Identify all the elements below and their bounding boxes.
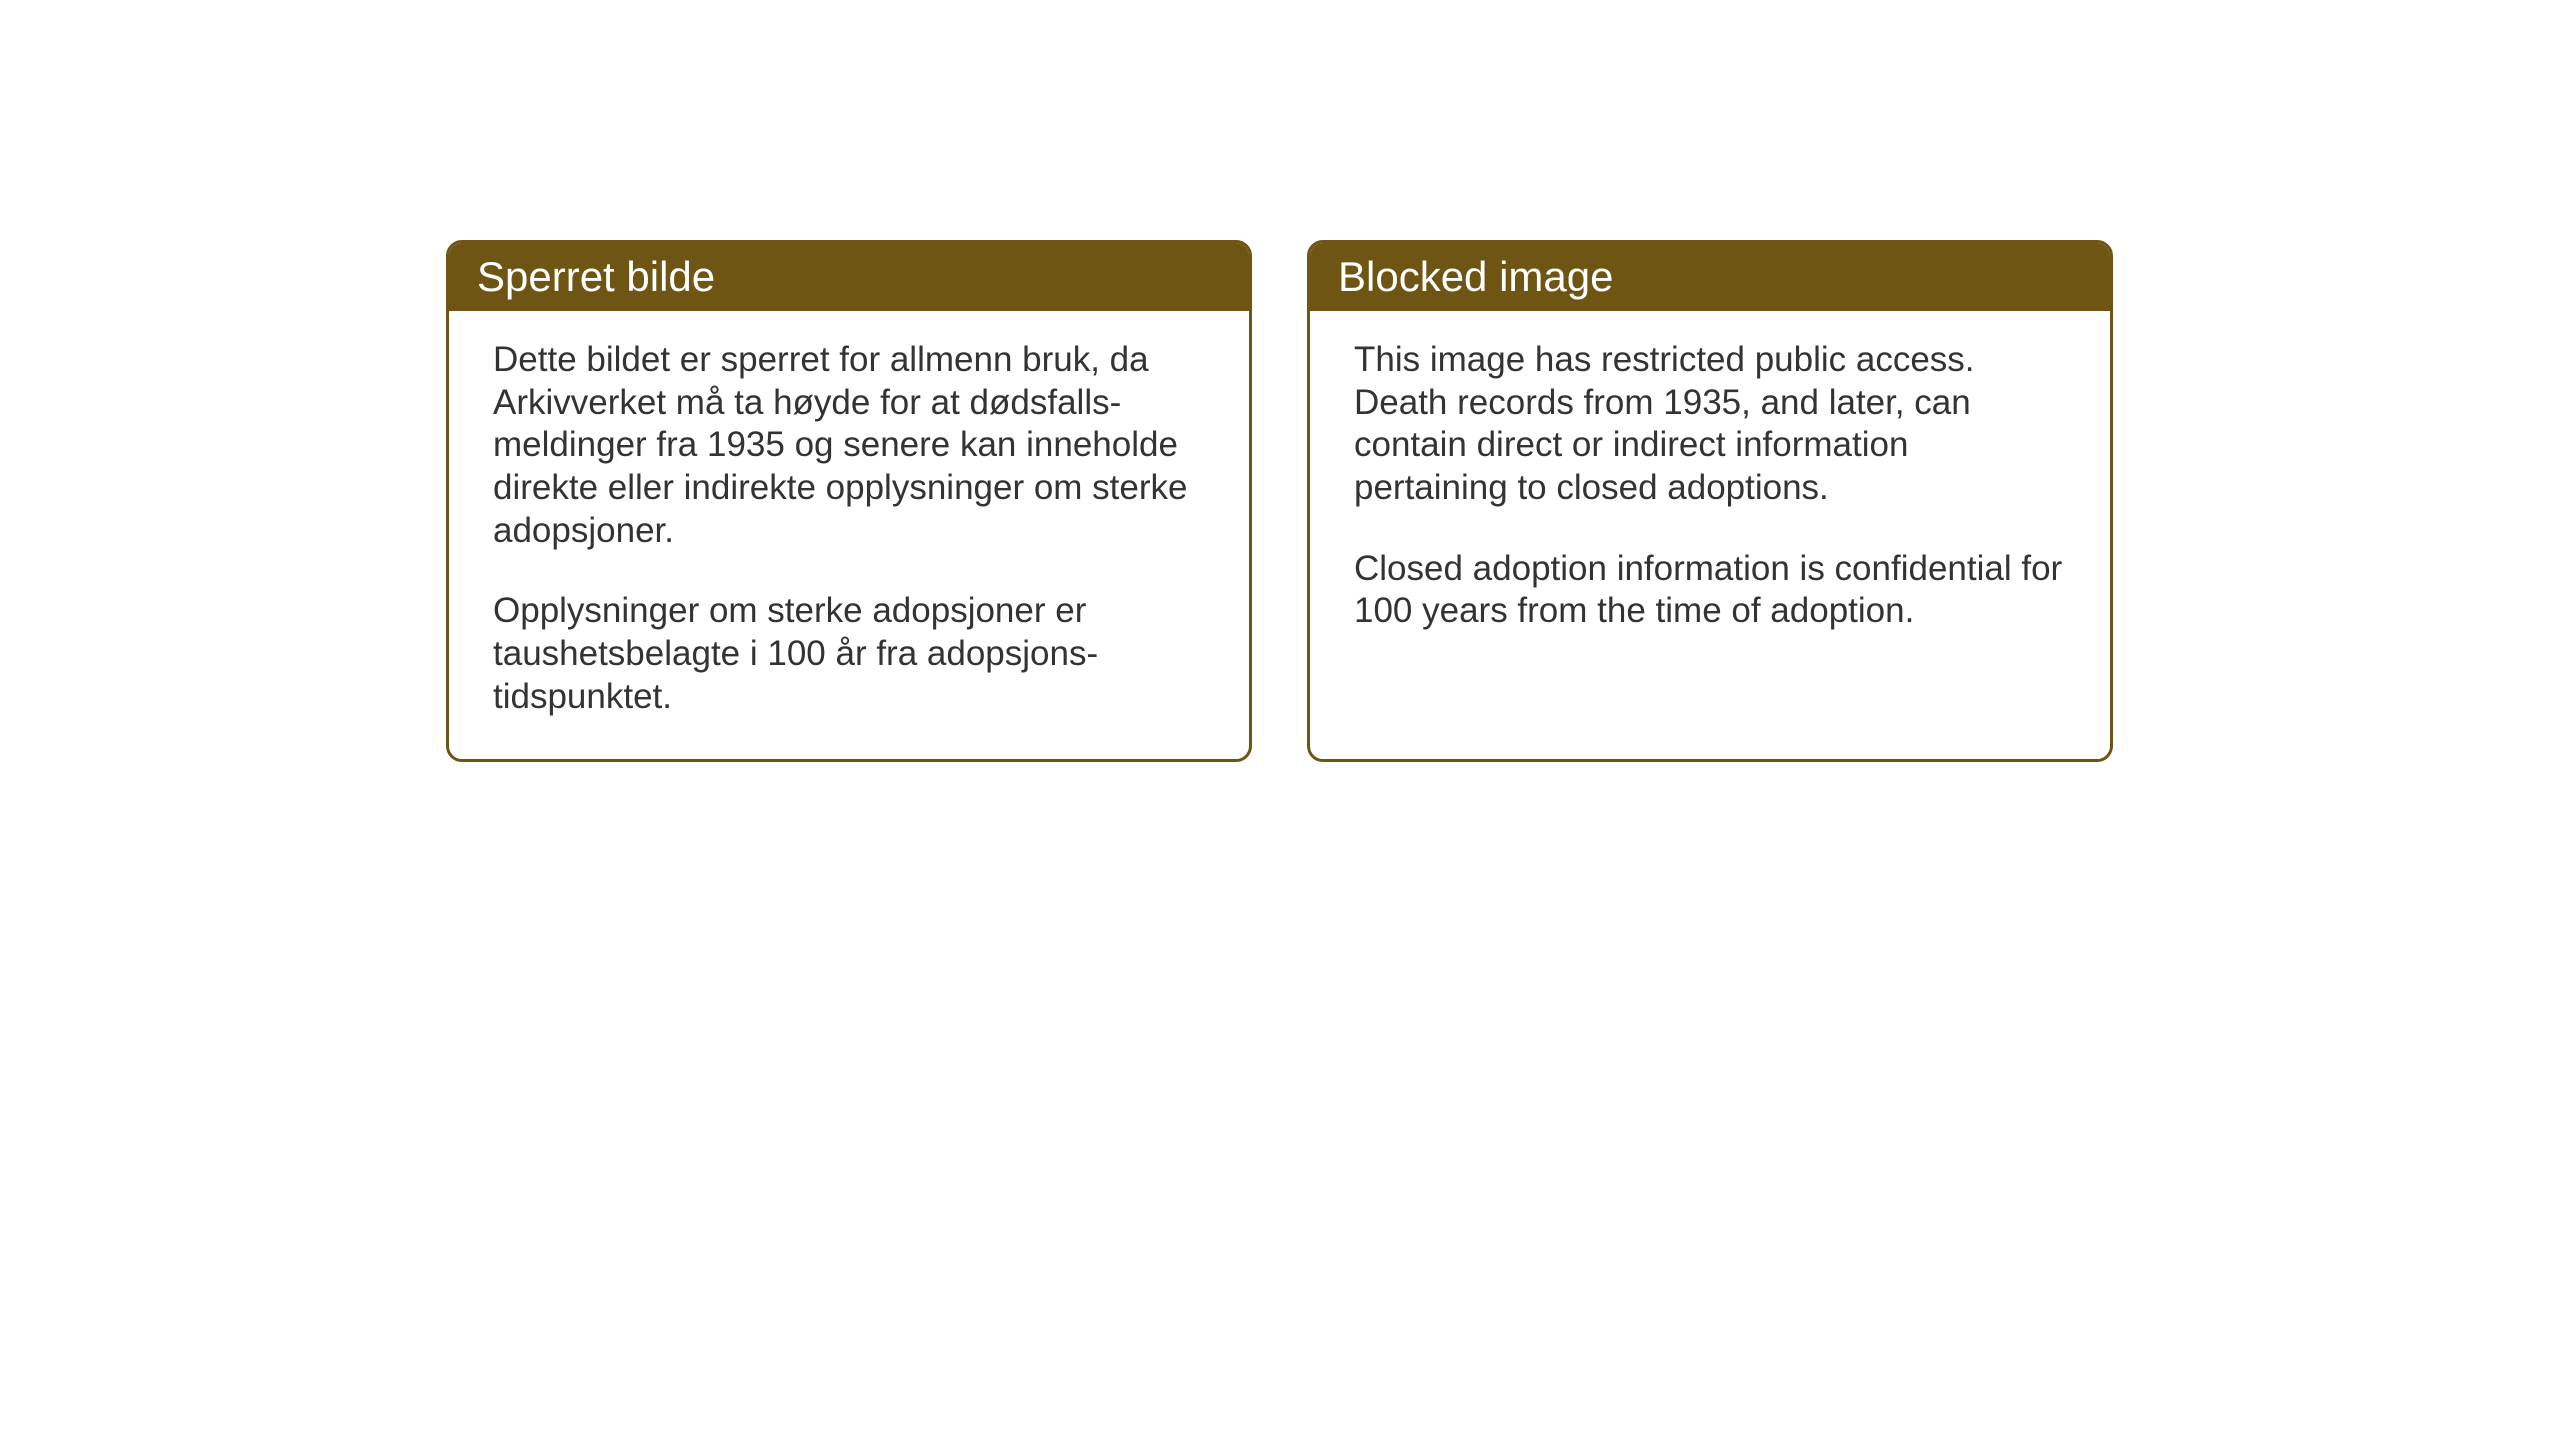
card-paragraph-2-norwegian: Opplysninger om sterke adopsjoner er tau… (493, 590, 1205, 718)
card-header-english: Blocked image (1310, 243, 2110, 311)
card-title-norwegian: Sperret bilde (477, 253, 715, 300)
notice-card-norwegian: Sperret bilde Dette bildet er sperret fo… (446, 240, 1252, 762)
notice-card-english: Blocked image This image has restricted … (1307, 240, 2113, 762)
card-paragraph-1-english: This image has restricted public access.… (1354, 339, 2066, 510)
card-paragraph-2-english: Closed adoption information is confident… (1354, 548, 2066, 633)
notice-container: Sperret bilde Dette bildet er sperret fo… (446, 240, 2113, 762)
card-header-norwegian: Sperret bilde (449, 243, 1249, 311)
card-title-english: Blocked image (1338, 253, 1613, 300)
card-body-english: This image has restricted public access.… (1310, 311, 2110, 673)
card-paragraph-1-norwegian: Dette bildet er sperret for allmenn bruk… (493, 339, 1205, 552)
card-body-norwegian: Dette bildet er sperret for allmenn bruk… (449, 311, 1249, 759)
